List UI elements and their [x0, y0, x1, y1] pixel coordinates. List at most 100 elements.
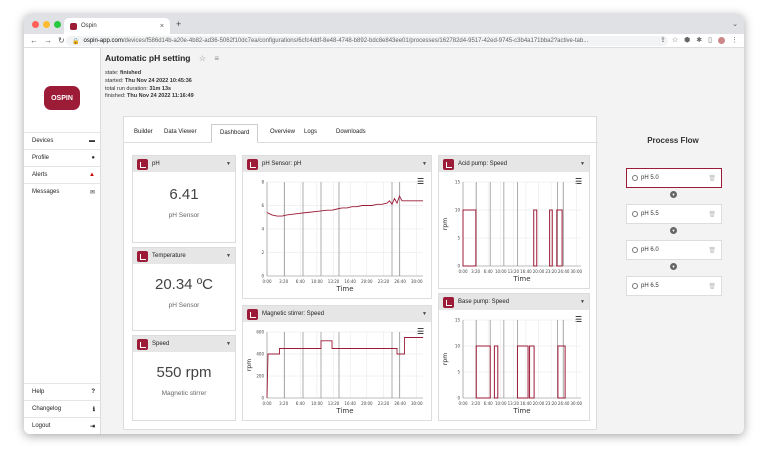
page-title: Automatic pH setting ☆ ≡ — [105, 53, 219, 63]
url-field[interactable]: 🔒 ospin-app.com/devices/f586d14b-a20e-4b… — [66, 36, 668, 46]
chart-menu-icon[interactable]: ☰ — [417, 327, 424, 336]
trash-icon[interactable]: 🗑 — [708, 175, 716, 182]
sensor-icon — [247, 158, 258, 170]
trash-icon[interactable]: 🗑 — [708, 283, 716, 290]
x-tick-label: 30:00 — [571, 401, 583, 406]
caret-down-icon[interactable]: ▼ — [422, 311, 427, 317]
flow-arrow-icon: ▼ — [670, 227, 677, 234]
address-bar: ← → ↻ 🔒 ospin-app.com/devices/f586d14b-a… — [24, 34, 744, 48]
stirrer-icon — [247, 308, 258, 320]
x-tick-label: 6:40 — [484, 401, 493, 406]
y-tick-label: 0 — [261, 274, 264, 279]
tab-overview[interactable]: Overview — [270, 129, 296, 135]
phase-item[interactable]: pH 5.5 🗑 — [626, 204, 722, 224]
x-tick-label: 6:40 — [484, 269, 493, 274]
x-tick-label: 20:00 — [533, 401, 545, 406]
extension-icon[interactable]: ⬢ — [684, 37, 691, 44]
chart-svg: ☰ 0:00 3:20 6:40 10:00 13:20 16:40 20:00 23:20 26… — [442, 315, 583, 415]
trash-icon[interactable]: 🗑 — [708, 247, 716, 254]
phase-item[interactable]: pH 6.0 🗑 — [626, 240, 722, 260]
browser-menu-icon[interactable]: ⋮ — [731, 37, 738, 44]
sidepanel-icon[interactable]: ▯ — [708, 37, 712, 44]
tab-close-icon[interactable]: × — [159, 22, 164, 30]
phase-item[interactable]: pH 6.5 🗑 — [626, 276, 722, 296]
favorite-star-icon[interactable]: ☆ — [198, 54, 207, 63]
x-tick-label: 0:00 — [263, 401, 272, 406]
caret-down-icon[interactable]: ▼ — [226, 341, 231, 347]
x-tick-label: 26:40 — [558, 401, 570, 406]
new-tab-icon[interactable]: + — [176, 19, 182, 29]
profile-avatar-icon[interactable] — [718, 37, 725, 44]
bell-icon: ▲ — [89, 172, 95, 178]
finished-label: finished: — [105, 93, 126, 100]
tab-logs[interactable]: Logs — [304, 129, 318, 135]
url-text: ospin-app.com/devices/f586d14b-a20e-4b82… — [83, 38, 589, 44]
sidebar-item-alerts[interactable]: Alerts ▲ — [24, 166, 101, 183]
sidebar-item-label: Changelog — [32, 406, 62, 412]
tab-data-viewer[interactable]: Data Viewer — [164, 129, 197, 135]
tab-builder[interactable]: Builder — [134, 129, 153, 135]
bookmark-star-icon[interactable]: ☆ — [671, 37, 679, 44]
close-window-icon[interactable] — [32, 21, 39, 28]
process-title: Automatic pH setting — [105, 53, 191, 63]
ospin-logo[interactable]: OSPIN — [44, 86, 80, 110]
caret-down-icon[interactable]: ▼ — [226, 253, 231, 259]
chart-menu-icon[interactable]: ☰ — [575, 315, 582, 324]
chart-svg: ☰ 0:00 3:20 6:40 10:00 13:20 16:40 20:00 23:20 26… — [442, 177, 583, 283]
share-icon[interactable]: ⇪ — [659, 37, 666, 44]
sidebar-item-devices[interactable]: Devices ▬ — [24, 132, 101, 149]
lock-icon: 🔒 — [72, 38, 80, 45]
hdd-icon: ▬ — [89, 138, 95, 144]
sensor-icon — [137, 158, 148, 170]
chart-title: Acid pump: Speed — [458, 161, 508, 167]
sidebar-item-changelog[interactable]: Changelog ℹ — [24, 400, 101, 417]
bar — [533, 209, 538, 267]
sidebar-item-help[interactable]: Help? — [24, 383, 101, 400]
x-tick-label: 20:00 — [533, 269, 545, 274]
tab-list-chevron-icon[interactable]: ⌄ — [732, 21, 738, 28]
y-tick-label: 200 — [256, 374, 264, 379]
phase-item[interactable]: pH 5.0 🗑 — [626, 168, 722, 188]
y-tick-label: 6 — [261, 203, 264, 208]
caret-down-icon[interactable]: ▼ — [422, 161, 427, 167]
sidebar-item-logout[interactable]: Logout ⇥ — [24, 417, 101, 434]
process-menu-icon[interactable]: ≡ — [214, 54, 220, 63]
puzzle-icon[interactable]: ✱ — [696, 37, 703, 44]
started-label: started: — [105, 77, 124, 84]
tab-downloads[interactable]: Downloads — [336, 129, 366, 135]
clock-icon — [632, 211, 638, 217]
y-tick-label: 0 — [261, 396, 264, 401]
x-tick-label: 23:20 — [545, 401, 557, 406]
forward-arrow-icon[interactable]: → — [44, 36, 52, 45]
x-tick-label: 20:00 — [361, 401, 373, 406]
bar — [556, 209, 563, 267]
reload-icon[interactable]: ↻ — [58, 36, 65, 45]
chart-menu-icon[interactable]: ☰ — [575, 177, 582, 186]
sidebar-item-label: Help — [32, 389, 45, 395]
x-tick-label: 23:20 — [545, 269, 557, 274]
ph-value-widget: pH ▼ 6.41 pH Sensor — [132, 155, 236, 243]
x-tick-label: 13:20 — [328, 279, 340, 284]
sidebar-item-profile[interactable]: Profile ● — [24, 149, 101, 166]
browser-tab[interactable]: Ospin × — [64, 18, 170, 34]
caret-down-icon[interactable]: ▼ — [580, 299, 585, 305]
speed-subtitle: Magnetic stirrer — [161, 390, 207, 397]
caret-down-icon[interactable]: ▼ — [580, 161, 585, 167]
caret-down-icon[interactable]: ▼ — [226, 161, 231, 167]
y-tick-label: 2 — [261, 250, 264, 255]
maximize-window-icon[interactable] — [54, 21, 61, 28]
back-arrow-icon[interactable]: ← — [30, 36, 38, 45]
clock-icon — [632, 283, 638, 289]
x-axis-label: Time — [335, 285, 353, 293]
x-axis-label: Time — [512, 275, 530, 283]
y-tick-label: 0 — [457, 264, 460, 269]
x-tick-label: 30:00 — [571, 269, 583, 274]
bar — [549, 209, 553, 267]
chart-menu-icon[interactable]: ☰ — [417, 177, 424, 186]
sidebar-item-messages[interactable]: Messages ✉ — [24, 183, 101, 200]
x-tick-label: 16:40 — [520, 401, 532, 406]
y-tick-label: 5 — [457, 370, 460, 375]
tab-dashboard[interactable]: Dashboard — [211, 124, 259, 143]
minimize-window-icon[interactable] — [43, 21, 50, 28]
trash-icon[interactable]: 🗑 — [708, 211, 716, 218]
